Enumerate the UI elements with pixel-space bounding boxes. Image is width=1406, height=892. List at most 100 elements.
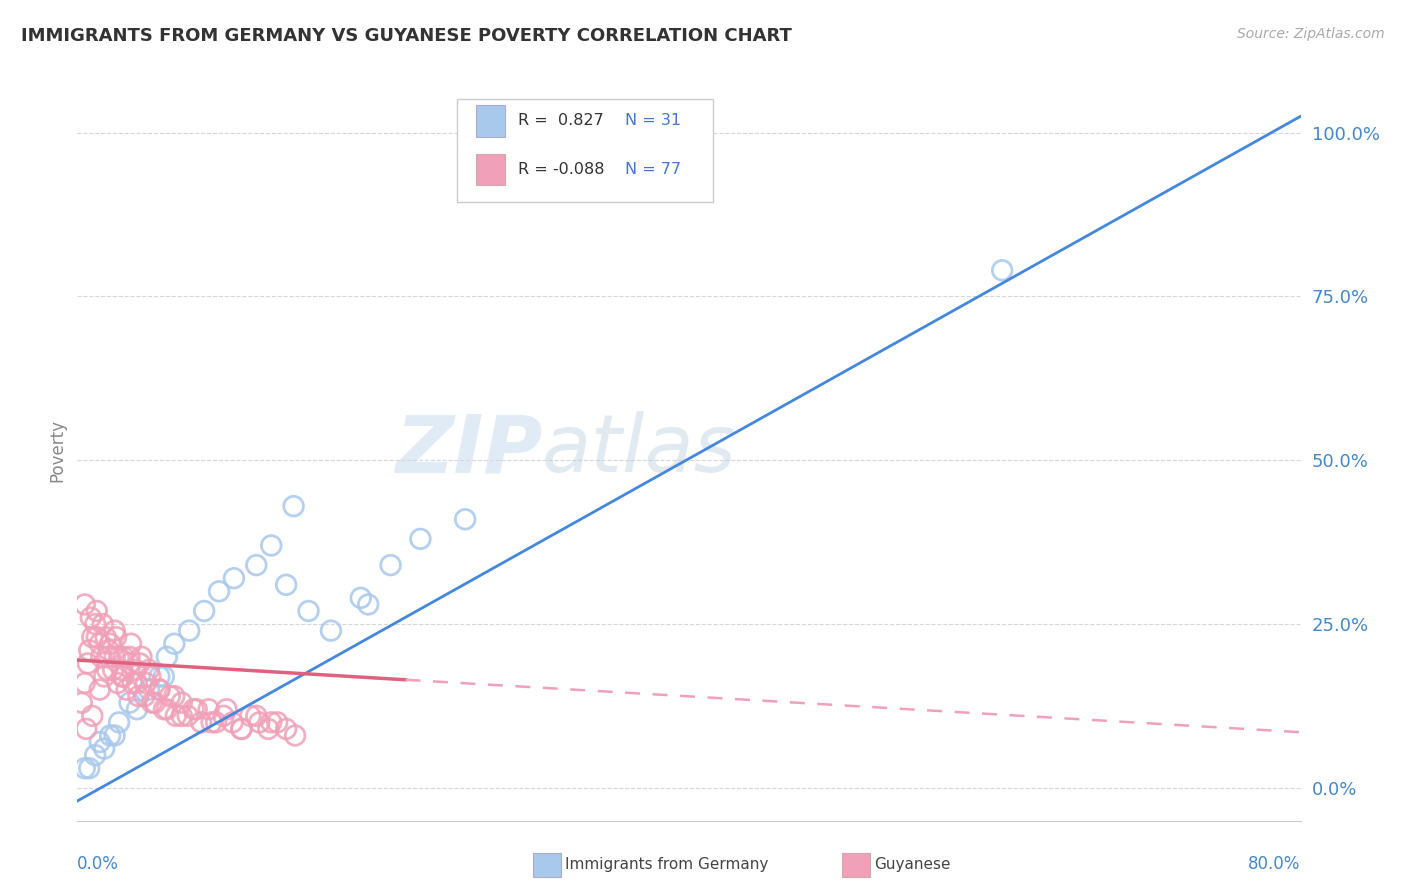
FancyBboxPatch shape [477,105,506,136]
Point [276,578,298,592]
Point [80,610,103,624]
Point [319,624,342,638]
Point [73,598,96,612]
Point [104,649,127,664]
Text: atlas: atlas [543,411,737,490]
Point [84,748,107,763]
Point [135,676,157,690]
Point [104,729,127,743]
Point [186,702,208,716]
Point [82,630,104,644]
Text: R =  0.827: R = 0.827 [517,113,603,128]
Point [257,722,280,736]
Point [91,617,114,632]
Text: R = -0.088: R = -0.088 [517,161,605,177]
Point [193,604,215,618]
FancyBboxPatch shape [457,99,713,202]
Point [73,761,96,775]
Point [70,696,93,710]
Point [179,624,201,638]
Text: ZIP: ZIP [395,411,543,490]
Point [138,663,160,677]
Point [89,735,111,749]
Point [139,669,162,683]
Point [97,649,120,664]
Point [112,649,135,664]
Point [118,649,141,664]
Point [148,682,170,697]
Point [156,649,179,664]
Point [991,263,1014,277]
Point [208,584,231,599]
Point [454,512,477,526]
Point [266,715,288,730]
Point [159,689,181,703]
Point [165,708,187,723]
Point [231,722,253,736]
Point [105,630,128,644]
Point [221,715,243,730]
Point [409,532,432,546]
Text: 0.0%: 0.0% [77,855,120,872]
Point [350,591,373,605]
Y-axis label: Poverty: Poverty [48,419,66,482]
Point [153,702,176,716]
Point [148,682,170,697]
Point [197,702,219,716]
Point [284,729,307,743]
Text: Source: ZipAtlas.com: Source: ZipAtlas.com [1237,27,1385,41]
Text: N = 31: N = 31 [626,113,682,128]
Point [163,689,186,703]
Point [134,689,156,703]
Text: IMMIGRANTS FROM GERMANY VS GUYANESE POVERTY CORRELATION CHART: IMMIGRANTS FROM GERMANY VS GUYANESE POVE… [21,27,792,45]
Point [215,702,238,716]
Point [89,682,111,697]
Point [129,657,152,671]
Point [120,637,142,651]
Point [143,696,166,710]
Point [153,669,176,683]
Point [125,702,148,716]
Point [108,649,131,664]
Point [82,708,104,723]
Point [183,702,205,716]
Point [107,676,129,690]
Point [170,696,193,710]
Point [131,649,153,664]
Point [297,604,319,618]
Point [111,669,134,683]
Point [111,663,134,677]
Point [212,708,235,723]
Point [200,715,222,730]
Point [247,715,270,730]
Point [118,657,141,671]
Point [222,571,245,585]
Point [245,708,267,723]
Point [125,676,148,690]
Point [190,715,212,730]
Point [118,696,141,710]
Point [96,663,118,677]
Point [283,499,305,513]
Point [86,630,108,644]
Point [101,663,124,677]
Point [205,715,228,730]
Point [75,722,97,736]
Point [124,663,146,677]
Point [73,676,96,690]
Point [93,741,115,756]
Point [239,708,262,723]
Point [231,722,253,736]
Point [84,617,107,632]
Point [108,715,131,730]
Point [148,669,170,683]
Point [77,643,100,657]
Point [170,708,193,723]
Point [380,558,402,573]
Text: Guyanese: Guyanese [875,857,950,872]
Point [163,637,186,651]
Point [357,598,380,612]
Point [260,715,283,730]
Point [276,722,298,736]
Point [90,649,112,664]
